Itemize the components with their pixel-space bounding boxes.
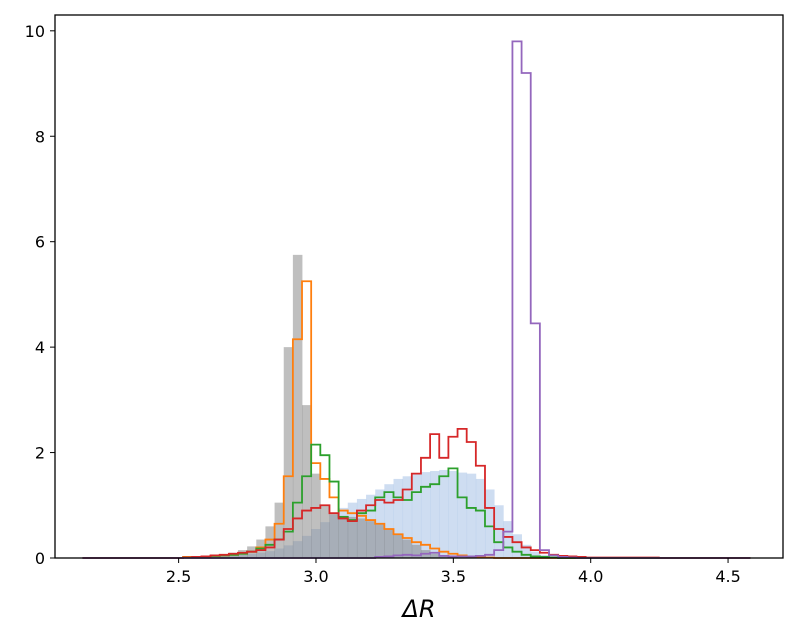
- y-tick-label: 4: [35, 338, 45, 357]
- y-tick-label: 8: [35, 127, 45, 146]
- histogram-bar: [521, 544, 532, 558]
- histogram-bar: [338, 515, 349, 558]
- x-tick-label: 4.5: [715, 567, 740, 586]
- histogram-bar: [320, 505, 330, 558]
- histogram-bar: [274, 502, 285, 558]
- histogram-bar: [347, 516, 358, 558]
- histogram-bar: [393, 478, 404, 558]
- histogram-series-4: [82, 427, 751, 559]
- histogram-bar: [475, 478, 486, 558]
- histogram-bar: [366, 521, 376, 558]
- y-tick-label: 0: [35, 549, 45, 568]
- histogram-bar: [356, 518, 367, 558]
- histogram-bar: [265, 526, 275, 558]
- histogram-bar: [384, 484, 394, 558]
- histogram-bar: [530, 551, 541, 558]
- histogram-bar: [466, 473, 477, 558]
- histogram-bar: [384, 529, 394, 558]
- x-axis-label: ΔR: [400, 595, 435, 623]
- histogram-bar: [329, 513, 340, 558]
- histogram-bar: [448, 471, 458, 558]
- histogram-bar: [292, 254, 303, 558]
- histogram-bar: [420, 472, 431, 558]
- x-tick-label: 2.5: [166, 567, 191, 586]
- histogram-step-line: [82, 427, 751, 559]
- plot-frame: [54, 14, 784, 559]
- x-tick-label: 3.5: [441, 567, 466, 586]
- x-tick-label: 4.0: [578, 567, 603, 586]
- histogram-bar: [411, 544, 422, 558]
- histogram-bar: [494, 505, 504, 558]
- y-axis-ticks: 0 2 4 6 8 10: [25, 22, 55, 568]
- histogram-bar: [402, 539, 413, 558]
- histogram-bar: [375, 523, 385, 558]
- histogram-bar: [393, 534, 404, 558]
- histogram-bar: [484, 489, 495, 558]
- y-tick-label: 2: [35, 444, 45, 463]
- histogram-bar: [283, 347, 294, 558]
- histogram-bar: [411, 473, 422, 558]
- histogram-bar: [302, 405, 312, 558]
- histogram-bar: [503, 521, 513, 558]
- histogram-bar: [402, 476, 413, 558]
- x-axis-ticks: 2.5 3.0 3.5 4.0 4.5: [166, 558, 741, 586]
- histogram-bar: [311, 473, 321, 558]
- histogram-bar: [430, 471, 440, 558]
- histogram-bar: [439, 555, 449, 558]
- histogram-bar: [430, 553, 440, 558]
- histogram-bar: [512, 534, 522, 558]
- y-tick-label: 6: [35, 233, 45, 252]
- histogram-series-1: [164, 254, 468, 558]
- histogram-bar: [439, 469, 449, 558]
- y-tick-label: 10: [25, 22, 45, 41]
- histogram-bar: [457, 472, 468, 558]
- x-tick-label: 3.0: [303, 567, 328, 586]
